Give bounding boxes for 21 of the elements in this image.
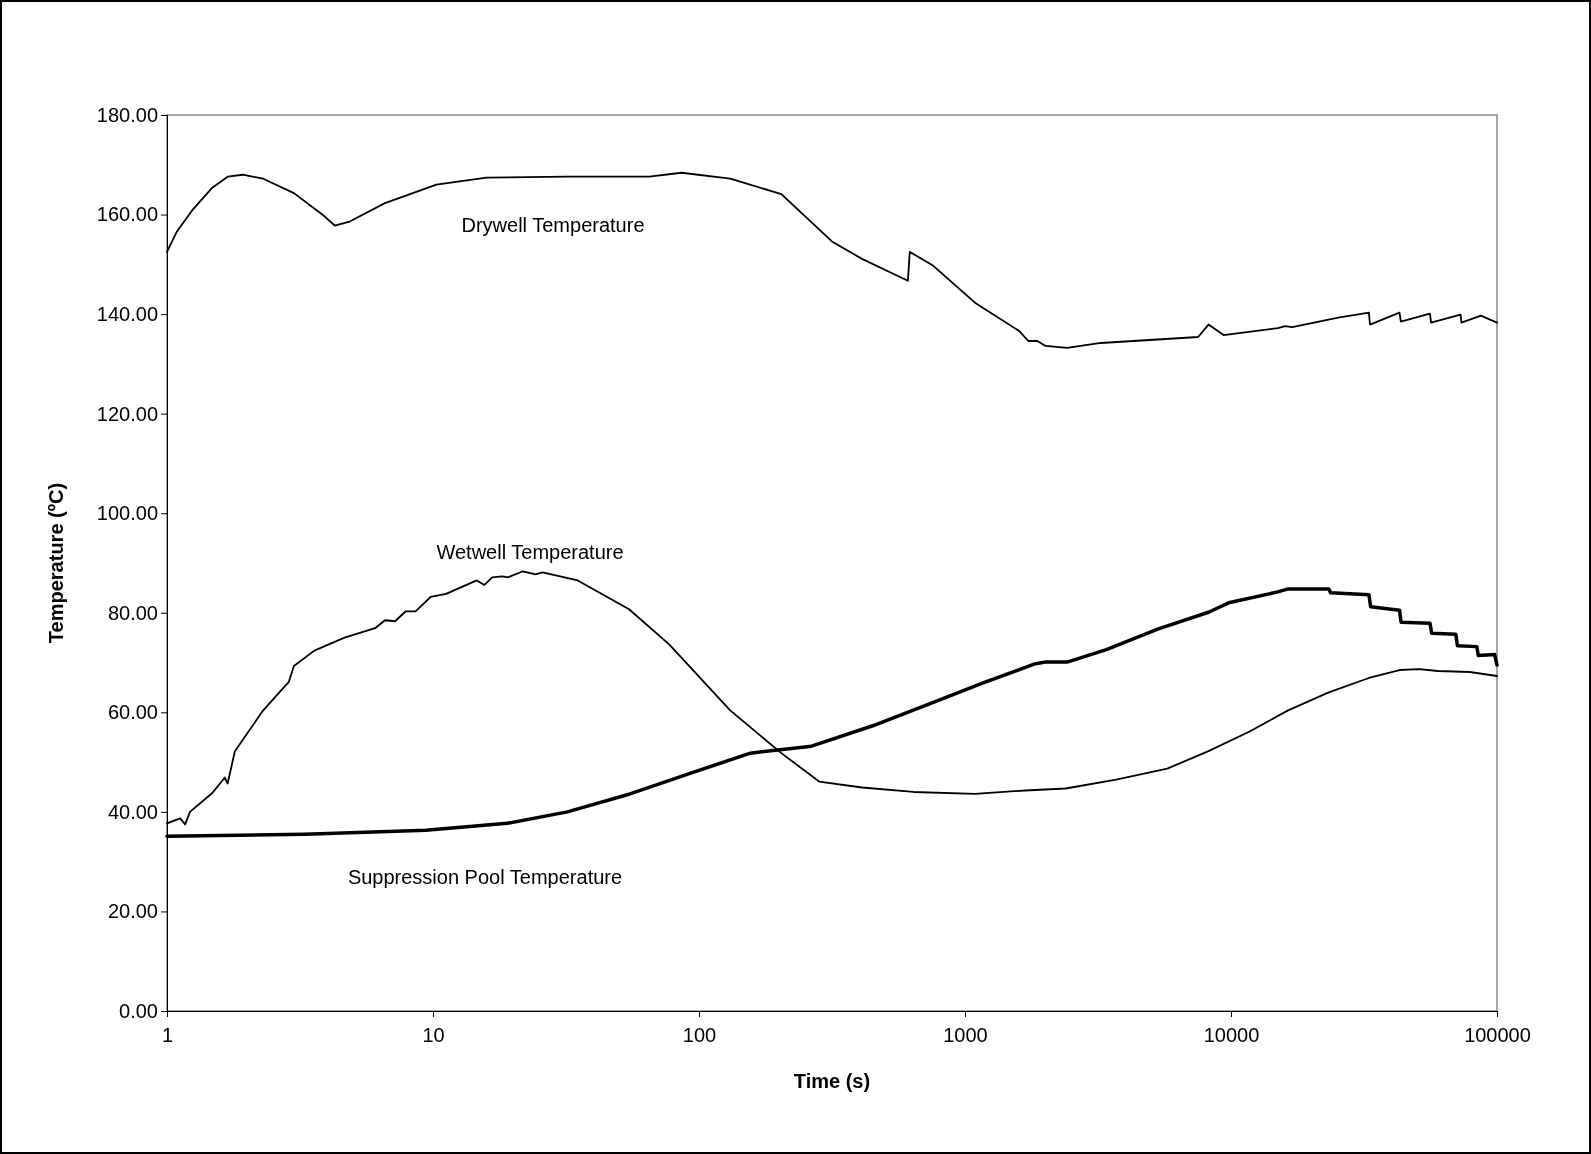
x-tick-label: 1	[161, 1024, 174, 1046]
y-tick-label: 100.00	[96, 502, 158, 525]
x-tick-label: 10	[422, 1024, 445, 1046]
y-tick-label: 40.00	[107, 800, 158, 823]
y-tick-label: 80.00	[107, 601, 158, 624]
series-label: Wetwell Temperature	[436, 541, 624, 563]
x-axis-title: Time (s)	[793, 1070, 871, 1092]
y-tick-label: 180.00	[96, 103, 158, 126]
y-tick-label: 0.00	[119, 999, 158, 1022]
x-tick-label: 10000	[1203, 1024, 1260, 1046]
y-tick-label: 140.00	[96, 303, 158, 326]
series-label: Suppression Pool Temperature	[347, 866, 623, 888]
y-tick-label: 120.00	[96, 402, 158, 425]
y-axis-title: Temperature (ºC)	[45, 482, 67, 644]
y-tick-label: 60.00	[107, 701, 158, 724]
x-tick-label: 100	[682, 1024, 717, 1046]
y-tick-label: 160.00	[96, 203, 158, 226]
x-tick-label: 1000	[943, 1024, 988, 1046]
y-tick-label: 20.00	[107, 900, 158, 923]
series-label: Drywell Temperature	[461, 214, 645, 236]
x-tick-label: 100000	[1464, 1024, 1531, 1046]
